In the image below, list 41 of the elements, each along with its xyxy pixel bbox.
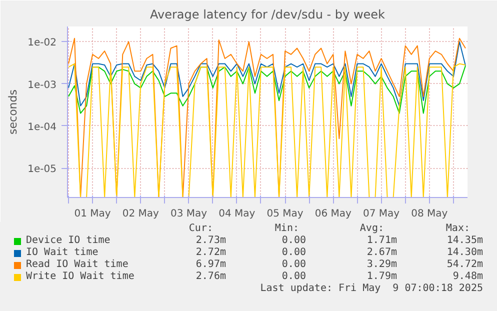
text: Cur: <box>188 223 213 235</box>
x-tick-label: 06 May <box>314 208 352 220</box>
y-tick-label: 1e-04 <box>28 122 57 133</box>
text: 54.72m <box>446 259 483 271</box>
text: 0.00 <box>282 235 306 247</box>
legend-label: Write IO Wait time <box>26 271 134 283</box>
y-tick-label: 1e-03 <box>28 80 57 91</box>
text: 2.72m <box>196 247 226 259</box>
text: 0.00 <box>282 259 306 271</box>
x-tick-label: 05 May <box>266 208 304 220</box>
line-series <box>68 65 466 114</box>
text: Avg: <box>360 223 384 235</box>
text: 14.35m <box>446 235 483 247</box>
x-tick-label: 04 May <box>218 208 256 220</box>
text: 0.00 <box>282 271 306 283</box>
text: Min: <box>274 223 299 235</box>
line-series <box>68 41 466 106</box>
x-tick-label: 03 May <box>170 208 208 220</box>
x-tick-label: 01 May <box>74 208 111 220</box>
text: Last update: Fri May 9 07:00:18 2025 <box>260 283 483 295</box>
x-tick-label: 07 May <box>362 208 400 220</box>
chart-title: Average latency for /dev/sdu - by week <box>150 8 386 22</box>
text: 3.29m <box>366 259 397 271</box>
x-tick-label: 08 May <box>411 208 448 220</box>
legend-label: Device IO time <box>26 235 110 247</box>
text: 0.00 <box>282 247 306 259</box>
text: 14.30m <box>446 247 483 259</box>
x-tick-label: 02 May <box>122 208 160 220</box>
y-tick-label: 1e-05 <box>28 164 57 176</box>
text: 1.71m <box>366 235 397 247</box>
text: 1.79m <box>366 271 397 283</box>
y-tick-label: 1e-02 <box>28 38 57 49</box>
text: Max: <box>446 223 470 235</box>
text: 2.73m <box>196 235 226 247</box>
text: 2.76m <box>196 271 226 283</box>
text: 2.67m <box>366 247 397 259</box>
text: 9.48m <box>452 271 483 283</box>
legend-label: IO Wait time <box>26 247 98 259</box>
legend-label: Read IO Wait time <box>26 259 128 271</box>
text: 6.97m <box>196 259 226 271</box>
y-axis-title: seconds <box>6 89 20 134</box>
